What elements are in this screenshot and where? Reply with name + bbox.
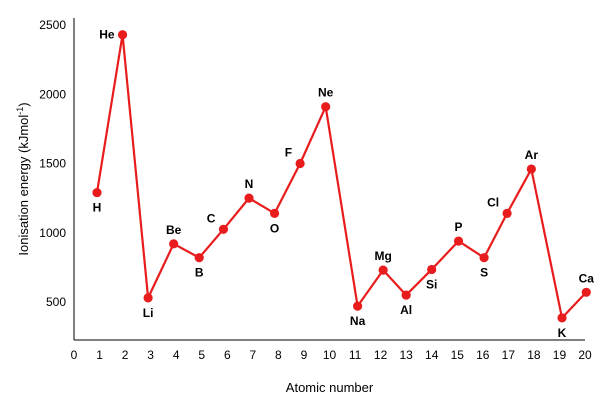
element-label-s: S	[480, 266, 488, 280]
element-label-na: Na	[350, 314, 366, 328]
y-tick-label: 2000	[39, 87, 66, 101]
data-point-he	[117, 30, 128, 40]
y-tick-labels: 500 1000 1500 2000 2500	[39, 18, 66, 309]
y-tick-label: 1500	[39, 157, 66, 171]
x-tick-label: 8	[275, 348, 282, 362]
data-point-ar	[526, 164, 536, 174]
x-tick-label: 11	[349, 348, 362, 362]
element-label-c: C	[207, 211, 216, 225]
data-point-c	[218, 224, 229, 234]
y-tick-label: 1000	[39, 226, 66, 240]
data-point-al	[401, 290, 411, 300]
x-tick-label: 6	[224, 348, 231, 362]
x-tick-label: 9	[301, 348, 308, 362]
element-label-n: N	[245, 177, 254, 191]
data-point-b	[194, 253, 204, 263]
x-tick-label: 0	[71, 348, 78, 362]
element-label-f: F	[285, 146, 292, 160]
data-point-p	[453, 236, 464, 246]
element-label-be: Be	[166, 223, 182, 237]
data-point-f	[295, 158, 305, 169]
x-axis-title: Atomic number	[286, 380, 374, 395]
element-label-b: B	[195, 266, 204, 280]
data-point-li	[143, 293, 153, 303]
data-point-k	[557, 313, 567, 323]
data-point-mg	[378, 265, 388, 275]
data-point-s	[479, 253, 489, 263]
y-tick-label: 2500	[39, 18, 66, 32]
data-points	[92, 30, 591, 323]
y-tick-label: 500	[46, 295, 66, 309]
y-axis-title-main: Ionisation energy (kJmol	[16, 115, 31, 256]
x-tick-labels: 0 1 2 3 4 5 6 7 8 9 10 11 12 13 14 15 16 17 18 19 20	[71, 348, 592, 362]
x-tick-label: 12	[374, 348, 388, 362]
element-label-ca: Ca	[579, 271, 595, 285]
x-tick-label: 13	[399, 348, 413, 362]
element-label-si: Si	[426, 277, 437, 291]
x-tick-label: 15	[451, 348, 465, 362]
series-line	[95, 33, 588, 320]
x-tick-label: 20	[578, 348, 592, 362]
element-label-al: Al	[400, 303, 412, 317]
y-axis-title: Ionisation energy (kJmol-1)	[15, 102, 31, 255]
data-point-h	[92, 187, 102, 198]
x-tick-label: 1	[96, 348, 103, 362]
y-axis-title-end: )	[16, 102, 31, 106]
data-point-ne	[321, 102, 331, 112]
element-label-ar: Ar	[525, 148, 539, 162]
x-tick-label: 16	[476, 348, 490, 362]
y-axis-title-superscript: -1	[15, 107, 25, 115]
data-point-si	[427, 264, 437, 275]
data-point-ca	[581, 287, 591, 297]
x-tick-label: 7	[250, 348, 257, 362]
data-point-be	[169, 239, 179, 249]
x-tick-label: 5	[198, 348, 205, 362]
data-point-cl	[502, 208, 512, 218]
data-point-n	[244, 193, 254, 203]
element-label-mg: Mg	[374, 249, 391, 263]
x-tick-label: 3	[147, 348, 154, 362]
element-label-he: He	[99, 28, 115, 42]
element-label-li: Li	[143, 306, 154, 320]
x-tick-label: 14	[425, 348, 439, 362]
element-label-h: H	[93, 201, 102, 215]
x-tick-label: 2	[122, 348, 129, 362]
element-labels: H He Li Be B C N O F Ne Na Mg Al Si P S Cl Ar K Ca	[93, 28, 595, 340]
x-tick-label: 19	[553, 348, 567, 362]
element-label-o: O	[270, 221, 279, 235]
element-label-p: P	[455, 220, 463, 234]
x-tick-label: 10	[323, 348, 337, 362]
x-tick-label: 17	[502, 348, 516, 362]
element-label-k: K	[558, 326, 567, 340]
x-tick-label: 18	[527, 348, 541, 362]
element-label-cl: Cl	[487, 195, 499, 209]
element-label-ne: Ne	[318, 86, 334, 100]
x-tick-label: 4	[173, 348, 180, 362]
data-point-na	[353, 301, 363, 311]
data-point-o	[269, 208, 280, 218]
